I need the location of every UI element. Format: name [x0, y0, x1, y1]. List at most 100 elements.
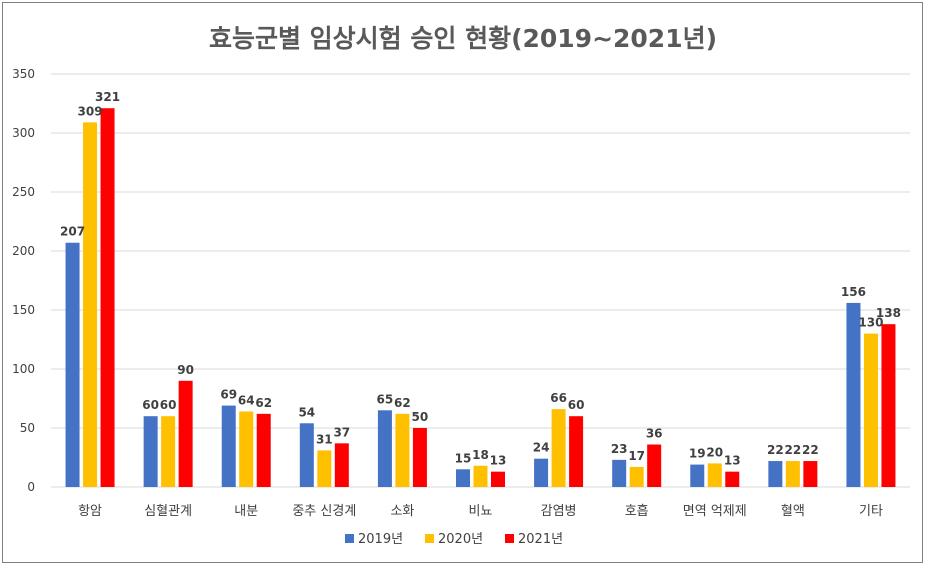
bar [256, 413, 271, 487]
data-label: 23 [611, 442, 628, 456]
bar [725, 471, 740, 487]
bar [178, 380, 193, 487]
legend-label: 2020년 [438, 532, 483, 547]
bar [83, 122, 98, 487]
category-label: 기타 [859, 504, 883, 519]
data-label: 321 [95, 90, 120, 104]
data-label: 64 [238, 393, 255, 407]
legend-label: 2021년 [518, 532, 563, 547]
bar [299, 423, 314, 487]
bar [881, 324, 896, 487]
bar [534, 458, 549, 487]
y-tick-label: 350 [12, 67, 35, 81]
data-label: 20 [706, 445, 723, 459]
x-axis-categories: 항암 심혈관계 내분 중추 신경계 소화 비뇨 감염병 호흡 면역 억제제 혈액 기타 [78, 504, 883, 519]
bar [707, 463, 722, 487]
bar [456, 469, 470, 487]
bar [143, 416, 158, 487]
bar [612, 459, 627, 487]
category-label: 감염병 [541, 504, 577, 519]
category-label: 내분 [234, 504, 258, 519]
category-label: 심혈관계 [144, 504, 192, 519]
bar [491, 471, 505, 487]
bar [569, 416, 584, 487]
bar [395, 413, 410, 487]
data-label: 19 [689, 447, 706, 461]
data-label: 207 [60, 225, 85, 239]
category-label: 호흡 [625, 504, 649, 519]
legend-swatch [345, 534, 354, 543]
y-tick-label: 300 [12, 126, 35, 140]
bar [412, 428, 427, 487]
y-tick-label: 100 [12, 362, 35, 376]
legend-swatch [425, 534, 434, 543]
y-tick-label: 50 [20, 421, 35, 435]
data-label: 60 [142, 398, 159, 412]
bar [629, 466, 644, 487]
data-label: 69 [220, 388, 237, 402]
bar-chart: 효능군별 임상시험 승인 현황(2019~2021년) 050100150200… [12, 24, 910, 547]
data-label: 90 [177, 363, 194, 377]
category-label: 소화 [390, 504, 414, 519]
category-label: 비뇨 [469, 504, 493, 519]
bar [803, 461, 818, 487]
bar [647, 444, 662, 487]
data-label: 66 [550, 391, 567, 405]
data-label: 130 [858, 316, 883, 330]
data-label: 17 [628, 449, 645, 463]
data-label: 13 [724, 454, 741, 468]
y-tick-label: 200 [12, 244, 35, 258]
data-label: 60 [160, 398, 177, 412]
data-label: 15 [455, 451, 472, 465]
bar [377, 410, 392, 487]
bar [100, 108, 115, 487]
bar [65, 242, 80, 487]
category-label: 항암 [78, 504, 102, 519]
bar [690, 464, 705, 487]
category-label: 면역 억제제 [683, 504, 747, 519]
bar [239, 411, 254, 487]
data-label: 37 [333, 425, 350, 439]
category-label: 혈액 [781, 504, 805, 519]
data-label: 138 [876, 306, 901, 320]
bar [785, 461, 800, 487]
data-label: 24 [533, 441, 550, 455]
legend: 2019년 2020년 2021년 [345, 532, 563, 547]
data-label: 60 [568, 398, 585, 412]
bar [846, 302, 861, 487]
data-label: 62 [255, 396, 272, 410]
bar [551, 409, 566, 487]
data-label: 309 [78, 104, 103, 118]
data-label: 13 [490, 454, 507, 468]
bar [334, 443, 349, 487]
data-label: 36 [646, 427, 663, 441]
bar [221, 405, 236, 487]
data-label: 31 [316, 432, 333, 446]
bar [863, 333, 878, 487]
data-label: 62 [394, 396, 411, 410]
legend-label: 2019년 [358, 532, 403, 547]
data-label: 22 [785, 443, 802, 457]
data-label: 18 [472, 448, 489, 462]
bar [317, 450, 332, 487]
chart-title: 효능군별 임상시험 승인 현황(2019~2021년) [209, 24, 717, 53]
data-label: 65 [377, 392, 394, 406]
bar [161, 416, 176, 487]
data-label: 22 [767, 443, 784, 457]
y-tick-label: 250 [12, 185, 35, 199]
y-tick-label: 0 [27, 480, 35, 494]
data-label: 156 [841, 285, 866, 299]
gridlines [51, 73, 910, 488]
bar [768, 461, 783, 487]
bar [473, 465, 488, 487]
data-label: 50 [412, 410, 429, 424]
data-label: 22 [802, 443, 819, 457]
category-label: 중추 신경계 [292, 504, 356, 519]
y-axis-ticks: 0 50 100 150 200 250 300 350 [12, 67, 35, 494]
legend-swatch [505, 534, 514, 543]
data-label: 54 [298, 405, 315, 419]
bars [65, 108, 896, 487]
y-tick-label: 150 [12, 303, 35, 317]
